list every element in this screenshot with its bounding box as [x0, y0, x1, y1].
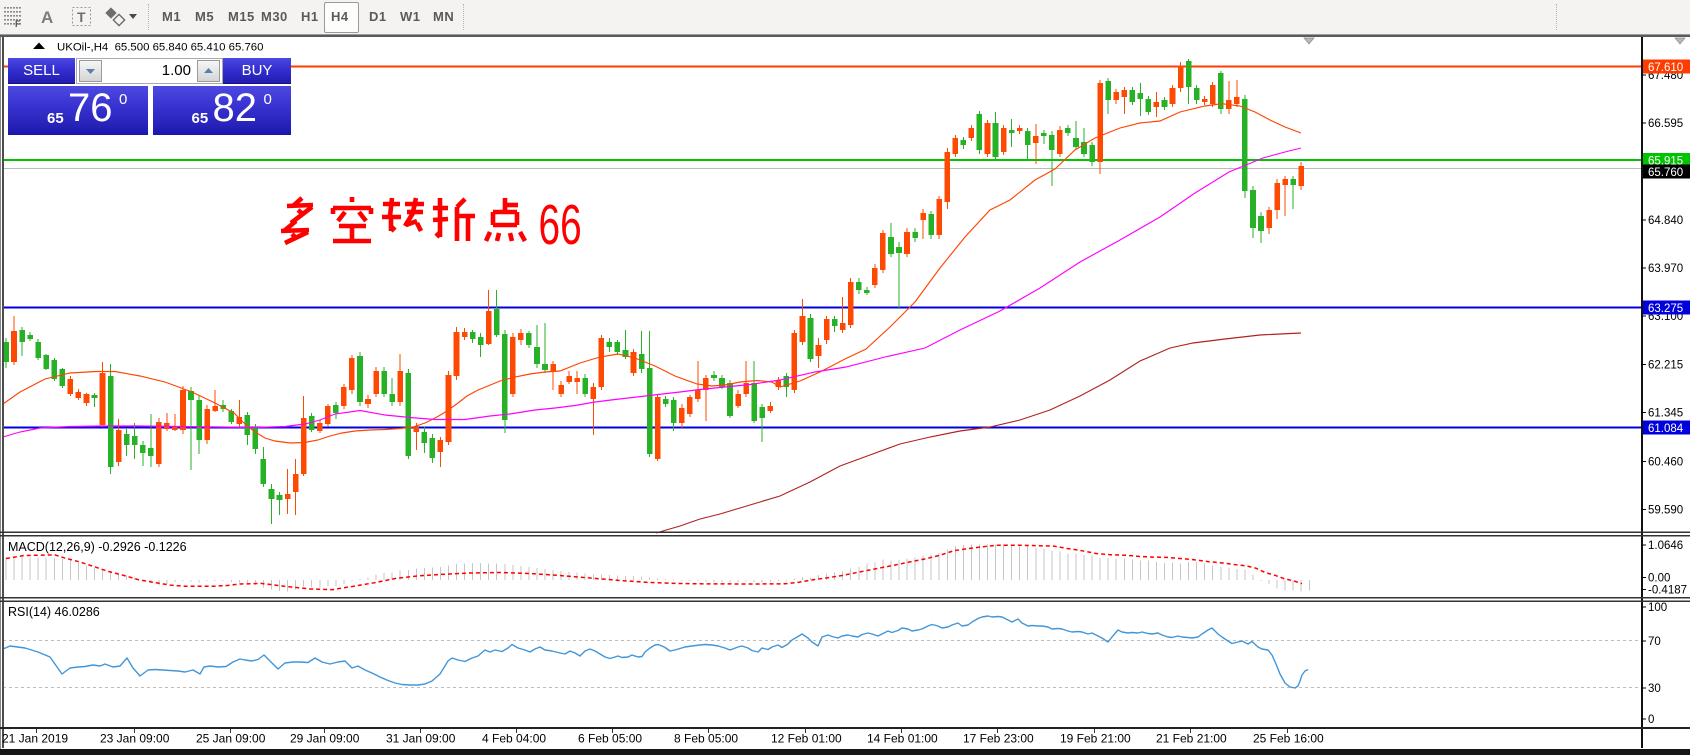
svg-text:8 Feb 05:00: 8 Feb 05:00 [674, 732, 738, 746]
svg-text:T: T [77, 9, 86, 25]
svg-text:31 Jan 09:00: 31 Jan 09:00 [386, 732, 456, 746]
svg-text:21 Feb 21:00: 21 Feb 21:00 [1156, 732, 1227, 746]
svg-text:63.970: 63.970 [1648, 263, 1683, 275]
svg-text:-0.4187: -0.4187 [1648, 585, 1687, 597]
svg-text:67.610: 67.610 [1648, 62, 1683, 74]
svg-text:30: 30 [1648, 683, 1661, 695]
svg-text:61.345: 61.345 [1648, 408, 1683, 420]
svg-text:25 Jan 09:00: 25 Jan 09:00 [196, 732, 266, 746]
svg-text:6 Feb 05:00: 6 Feb 05:00 [578, 732, 642, 746]
svg-text:100: 100 [1648, 602, 1667, 614]
svg-text:12 Feb 01:00: 12 Feb 01:00 [771, 732, 842, 746]
svg-text:14 Feb 01:00: 14 Feb 01:00 [867, 732, 938, 746]
svg-text:25 Feb 16:00: 25 Feb 16:00 [1253, 732, 1324, 746]
svg-text:70: 70 [1648, 636, 1661, 648]
svg-text:MACD(12,26,9) -0.2926 -0.1226: MACD(12,26,9) -0.2926 -0.1226 [8, 540, 187, 554]
svg-text:UKOil-,H4 65.500 65.840 65.41: UKOil-,H4 65.500 65.840 65.410 65.760 [57, 42, 263, 54]
svg-text:RSI(14) 46.0286: RSI(14) 46.0286 [8, 605, 100, 619]
svg-text:63.275: 63.275 [1648, 303, 1683, 315]
svg-text:1.0646: 1.0646 [1648, 540, 1683, 552]
svg-text:17 Feb 23:00: 17 Feb 23:00 [963, 732, 1034, 746]
svg-text:66: 66 [539, 194, 582, 257]
svg-text:59.590: 59.590 [1648, 505, 1683, 517]
svg-text:65.760: 65.760 [1648, 167, 1683, 179]
svg-text:0.00: 0.00 [1648, 573, 1670, 585]
svg-text:62.215: 62.215 [1648, 360, 1683, 372]
svg-text:4 Feb 04:00: 4 Feb 04:00 [482, 732, 546, 746]
svg-text:29 Jan 09:00: 29 Jan 09:00 [290, 732, 360, 746]
svg-text:0: 0 [1648, 714, 1654, 726]
svg-text:66.595: 66.595 [1648, 118, 1683, 130]
svg-text:F: F [15, 19, 21, 29]
svg-text:A: A [41, 8, 53, 27]
svg-text:61.084: 61.084 [1648, 423, 1684, 435]
svg-text:64.840: 64.840 [1648, 215, 1683, 227]
svg-text:23 Jan 09:00: 23 Jan 09:00 [100, 732, 170, 746]
svg-text:19 Feb 21:00: 19 Feb 21:00 [1060, 732, 1131, 746]
svg-text:60.460: 60.460 [1648, 457, 1683, 469]
svg-text:21 Jan 2019: 21 Jan 2019 [2, 732, 68, 746]
